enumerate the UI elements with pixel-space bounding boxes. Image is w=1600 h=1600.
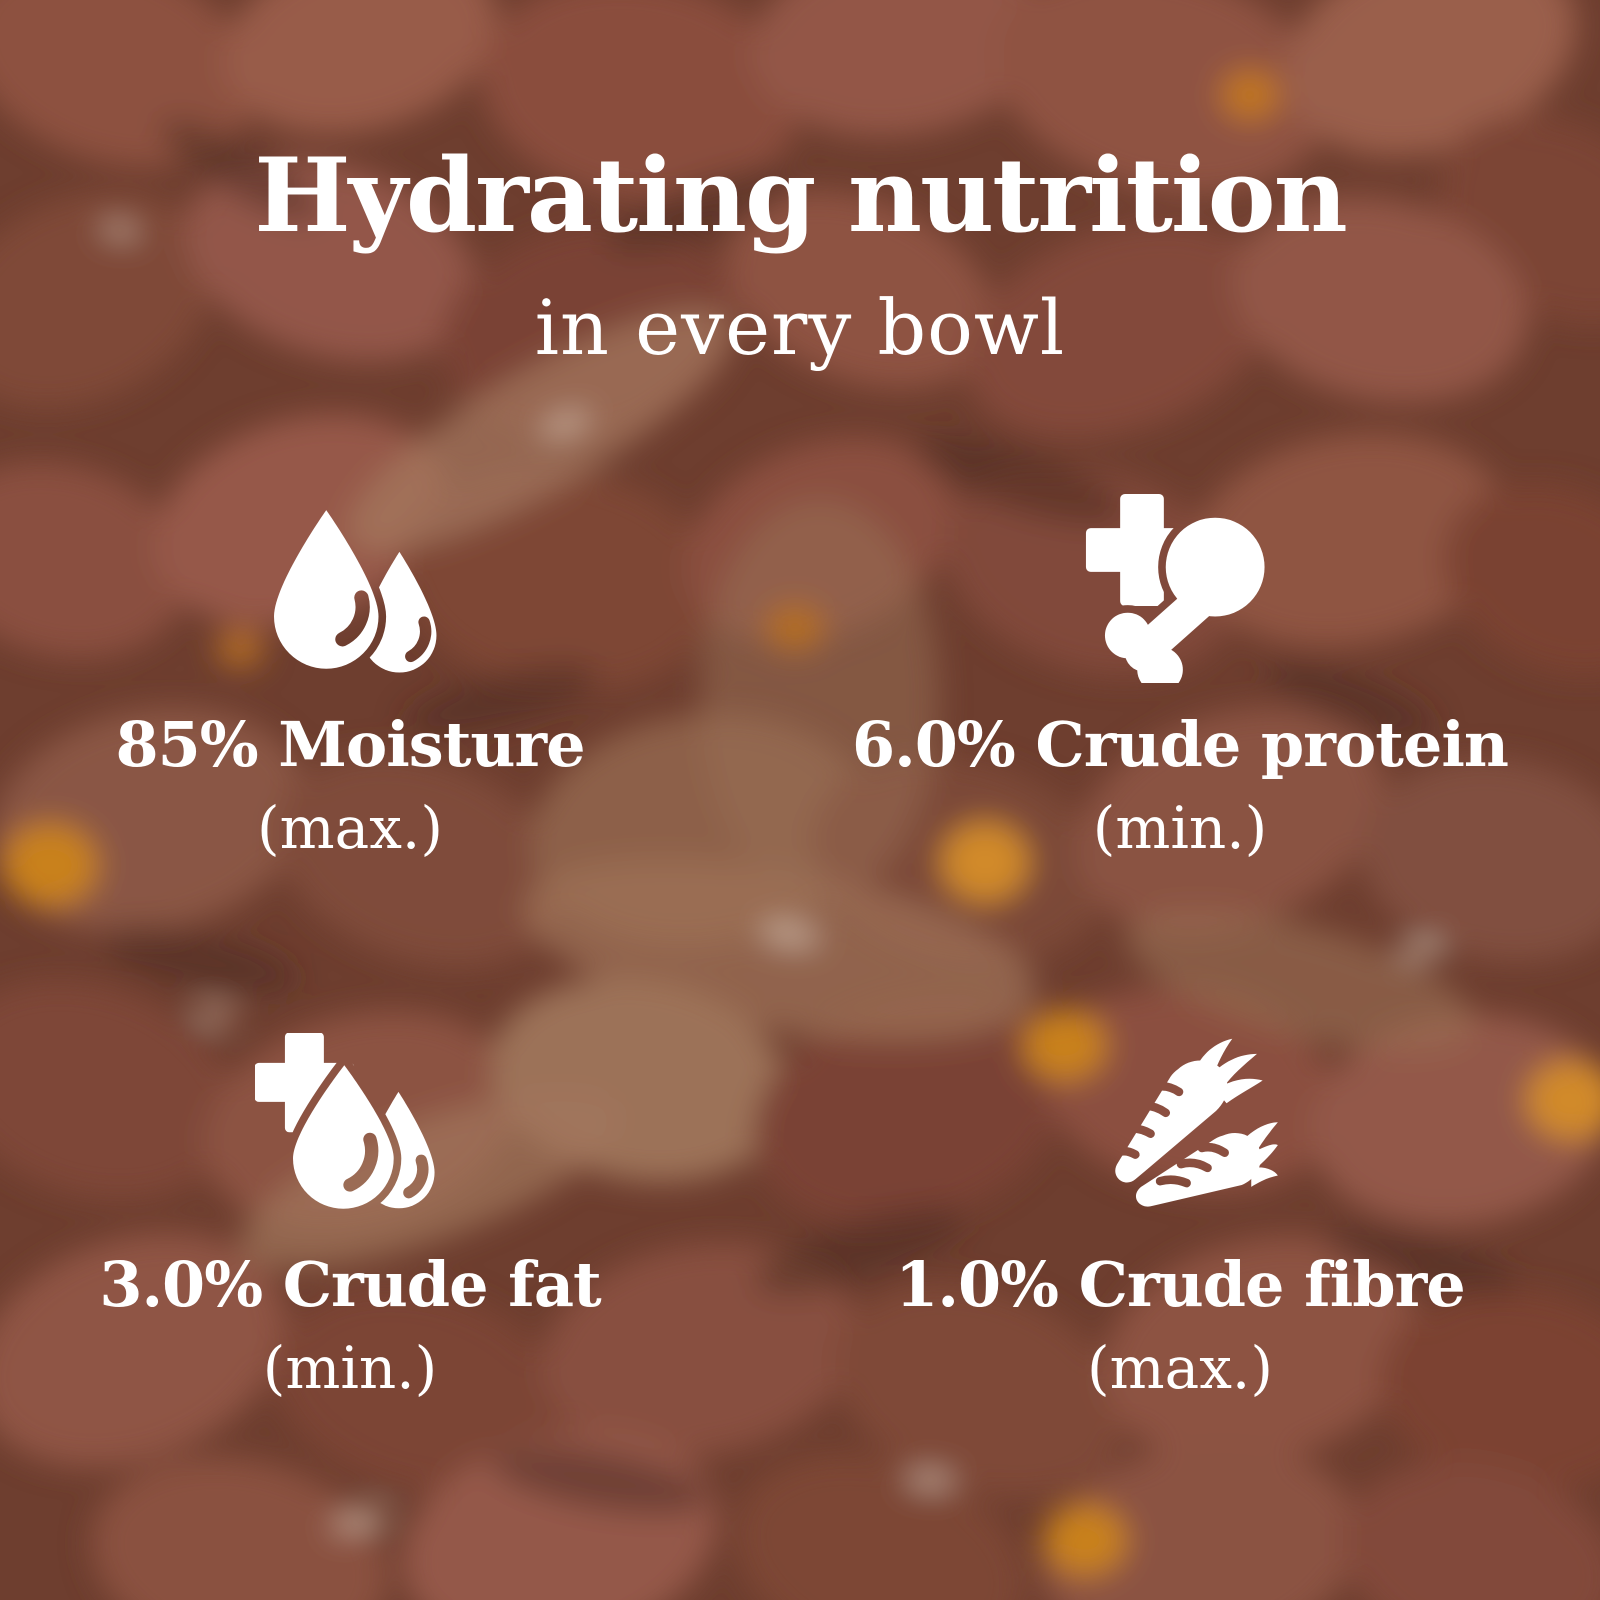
stat-fibre-value: 1.0% xyxy=(895,1248,1059,1321)
stat-protein-value: 6.0% xyxy=(852,708,1016,781)
stat-fibre: 1.0% Crude fibre (max.) xyxy=(800,1030,1560,1404)
page-title: Hydrating nutrition xyxy=(254,136,1348,256)
carrots-icon xyxy=(1080,1030,1280,1225)
stat-protein: 6.0% Crude protein (min.) xyxy=(800,490,1560,864)
stat-moisture-main: 85% Moisture xyxy=(115,708,585,781)
stat-fibre-label: Crude fibre xyxy=(1078,1248,1466,1321)
stat-protein-qualifier: (min.) xyxy=(1092,794,1268,863)
stat-fibre-main: 1.0% Crude fibre xyxy=(895,1248,1466,1321)
stat-moisture: 85% Moisture (max.) xyxy=(10,490,690,864)
plus-water-drops-icon xyxy=(255,1030,445,1225)
stat-moisture-label: Moisture xyxy=(278,708,585,781)
stat-moisture-value: 85% xyxy=(115,708,258,781)
page-subtitle: in every bowl xyxy=(534,283,1066,372)
stat-protein-label: Crude protein xyxy=(1035,708,1509,781)
stat-moisture-qualifier: (max.) xyxy=(257,794,443,863)
stat-fat-main: 3.0% Crude fat xyxy=(99,1248,602,1321)
stat-fat-label: Crude fat xyxy=(282,1248,602,1321)
stat-fat-qualifier: (min.) xyxy=(262,1334,438,1403)
water-drops-icon xyxy=(255,490,445,685)
plus-drumstick-icon xyxy=(1085,490,1275,685)
stat-fat-value: 3.0% xyxy=(99,1248,263,1321)
stat-protein-main: 6.0% Crude protein xyxy=(852,708,1509,781)
stat-fibre-qualifier: (max.) xyxy=(1087,1334,1273,1403)
stat-fat: 3.0% Crude fat (min.) xyxy=(10,1030,690,1404)
